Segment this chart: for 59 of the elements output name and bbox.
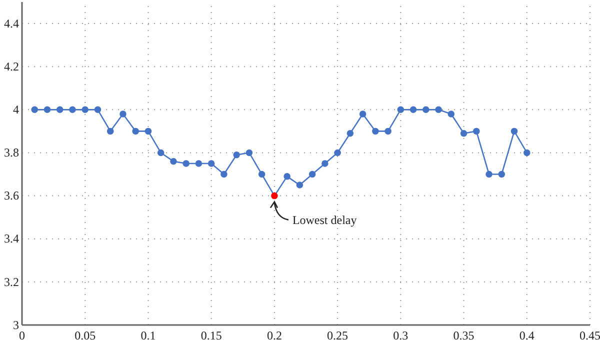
x-tick-label: 0 bbox=[19, 328, 25, 343]
point bbox=[120, 110, 126, 118]
point bbox=[397, 106, 404, 114]
point bbox=[486, 170, 492, 178]
point bbox=[473, 128, 480, 135]
x-tick-label: 0.2 bbox=[266, 328, 282, 343]
y-tick-label: 4.4 bbox=[4, 16, 19, 30]
point bbox=[144, 128, 152, 135]
y-tick-label: 3.8 bbox=[4, 146, 19, 160]
x-tick-label: 0.4 bbox=[519, 328, 534, 343]
point bbox=[258, 170, 266, 178]
y-tick-label: 3.4 bbox=[4, 232, 19, 246]
point bbox=[132, 128, 139, 135]
point bbox=[410, 106, 417, 114]
point bbox=[359, 110, 366, 118]
x-tick-label: 0.1 bbox=[140, 328, 156, 343]
point bbox=[334, 149, 341, 156]
point bbox=[346, 130, 354, 137]
point bbox=[195, 160, 202, 167]
point bbox=[82, 106, 88, 114]
point bbox=[31, 106, 38, 114]
point bbox=[208, 160, 215, 167]
point bbox=[510, 128, 518, 135]
point bbox=[157, 149, 164, 156]
point bbox=[308, 170, 316, 178]
x-tick-label: 0.45 bbox=[580, 328, 600, 343]
point bbox=[220, 170, 228, 178]
point bbox=[106, 128, 114, 135]
y-tick-label: 4.2 bbox=[4, 59, 19, 74]
y-tick-label: 3 bbox=[13, 318, 19, 332]
point bbox=[435, 106, 442, 114]
y-tick-label: 3.2 bbox=[4, 274, 19, 289]
x-tick-label: 0.05 bbox=[74, 328, 96, 343]
y-tick-label: 3.6 bbox=[4, 188, 19, 203]
point bbox=[384, 128, 392, 135]
point bbox=[296, 182, 304, 188]
point bbox=[448, 110, 455, 118]
x-tick-label: 0.15 bbox=[200, 328, 222, 343]
point bbox=[322, 160, 328, 167]
x-tick-label: 0.25 bbox=[327, 328, 348, 343]
point bbox=[56, 106, 64, 114]
point bbox=[44, 106, 51, 114]
point bbox=[233, 152, 240, 158]
point bbox=[524, 149, 530, 156]
point bbox=[372, 128, 379, 135]
x-tick-label: 0.35 bbox=[453, 328, 474, 343]
annotation: Lowest delay bbox=[292, 212, 357, 227]
point bbox=[498, 170, 506, 178]
point bbox=[422, 106, 430, 114]
point bbox=[246, 149, 253, 156]
y-tick-label: 4 bbox=[13, 102, 19, 117]
x-tick-label: 0.3 bbox=[393, 328, 408, 343]
point bbox=[170, 158, 177, 165]
point bbox=[460, 130, 468, 137]
point bbox=[69, 106, 76, 114]
point bbox=[271, 192, 278, 200]
point bbox=[182, 160, 190, 167]
point bbox=[94, 106, 102, 114]
point bbox=[284, 173, 290, 180]
